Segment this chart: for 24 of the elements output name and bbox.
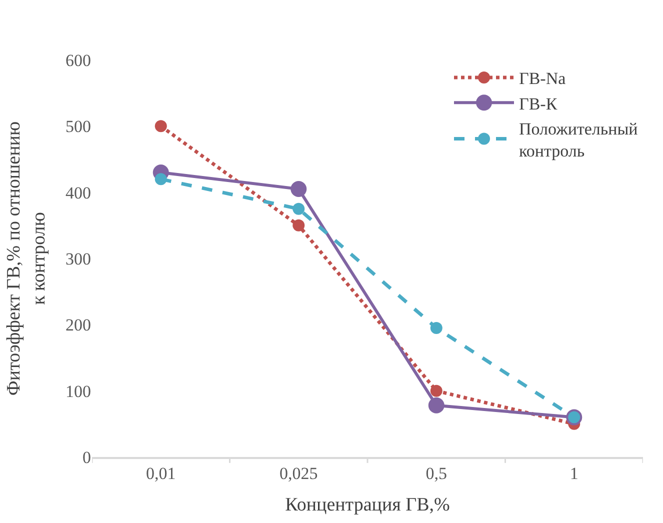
y-tick-label: 200: [66, 316, 91, 335]
x-tick-label: 0,5: [426, 464, 448, 484]
y-tick-label: 500: [66, 117, 91, 136]
legend-label: Положительный контроль: [519, 119, 638, 160]
x-tick-label: 1: [570, 464, 578, 484]
x-tick-label: 0,025: [280, 464, 318, 484]
legend-label: ГВ-К: [519, 94, 558, 114]
point: [430, 384, 442, 397]
x-axis-title: Концентрация ГВ,%: [285, 494, 450, 516]
legend-label: ГВ-Na: [519, 69, 566, 88]
y-tick-label: 300: [66, 249, 91, 268]
y-tick-label: 600: [66, 50, 91, 70]
point: [292, 202, 305, 215]
x-tick-label: 0,01: [146, 464, 176, 484]
y-tick-label: 400: [66, 183, 91, 202]
point: [428, 397, 444, 414]
point: [290, 181, 307, 198]
y-axis-title: Фитоэффект ГВ,% по отношению к контролю: [4, 121, 50, 396]
y-tick-label: 100: [66, 382, 91, 401]
point: [292, 219, 305, 232]
point: [154, 173, 167, 186]
y-tick-label: 0: [82, 448, 91, 467]
point: [154, 120, 167, 132]
point: [430, 322, 442, 334]
